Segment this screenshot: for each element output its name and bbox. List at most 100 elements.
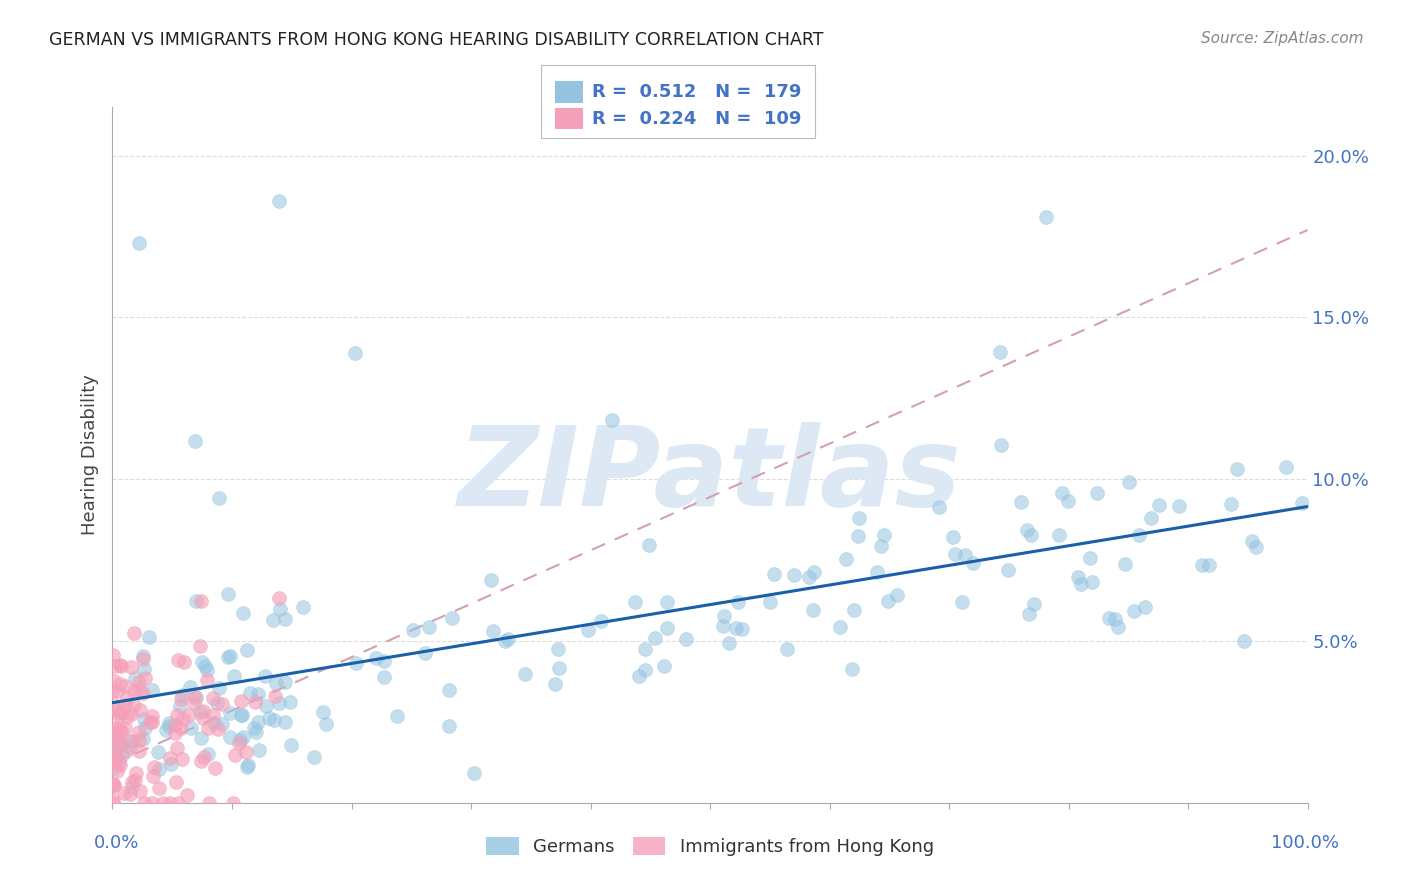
Point — [869, 539, 891, 553]
Point — [208, 681, 231, 695]
Point — [962, 556, 984, 570]
Point — [257, 711, 280, 725]
Point — [159, 796, 181, 810]
Point — [801, 603, 824, 617]
Point — [1219, 497, 1241, 511]
Point — [1191, 558, 1213, 572]
Point — [713, 608, 735, 623]
Point — [186, 594, 208, 608]
Point — [167, 796, 190, 810]
Point — [1017, 523, 1039, 537]
Point — [644, 631, 666, 645]
Point — [264, 689, 287, 703]
Point — [207, 696, 229, 710]
Point — [1233, 633, 1256, 648]
Point — [104, 751, 127, 765]
Text: R =  0.512   N =  179: R = 0.512 N = 179 — [592, 83, 801, 101]
Point — [103, 756, 125, 770]
Point — [197, 747, 219, 761]
Point — [846, 529, 869, 543]
Point — [155, 723, 177, 738]
Point — [479, 574, 502, 588]
Point — [1128, 528, 1150, 542]
Point — [1070, 577, 1092, 591]
Point — [797, 570, 820, 584]
Point — [141, 682, 163, 697]
Point — [169, 721, 191, 735]
Point — [103, 761, 125, 775]
Point — [373, 654, 395, 668]
Text: GERMAN VS IMMIGRANTS FROM HONG KONG HEARING DISABILITY CORRELATION CHART: GERMAN VS IMMIGRANTS FROM HONG KONG HEAR… — [49, 31, 824, 49]
Point — [111, 706, 134, 720]
Point — [247, 743, 270, 757]
Point — [1107, 619, 1129, 633]
Point — [219, 648, 242, 663]
Point — [104, 721, 127, 735]
Point — [243, 695, 266, 709]
Point — [544, 677, 567, 691]
Point — [211, 717, 233, 731]
Point — [195, 663, 218, 677]
Point — [169, 698, 191, 713]
Point — [141, 709, 163, 723]
Point — [1240, 533, 1263, 548]
Point — [236, 758, 259, 772]
Point — [191, 711, 214, 725]
Point — [105, 733, 128, 747]
Point — [131, 686, 153, 700]
Point — [269, 591, 291, 605]
Point — [128, 235, 150, 250]
Point — [110, 723, 132, 738]
Point — [886, 587, 908, 601]
Point — [515, 667, 537, 681]
Point — [103, 753, 125, 767]
Point — [193, 750, 215, 764]
Point — [235, 642, 257, 657]
Point — [121, 774, 143, 789]
Point — [105, 698, 128, 713]
Point — [125, 765, 148, 780]
Point — [148, 762, 170, 776]
Point — [274, 675, 297, 690]
Point — [402, 624, 425, 638]
Point — [1085, 486, 1108, 500]
Point — [1078, 551, 1101, 566]
Point — [103, 747, 125, 761]
Point — [624, 595, 647, 609]
Point — [990, 438, 1012, 452]
Point — [204, 761, 226, 775]
Y-axis label: Hearing Disability: Hearing Disability — [80, 375, 98, 535]
Point — [118, 787, 141, 801]
Point — [1133, 599, 1156, 614]
Point — [141, 796, 163, 810]
Point — [139, 715, 162, 730]
Point — [637, 538, 659, 552]
Point — [143, 760, 166, 774]
Point — [120, 660, 142, 674]
Point — [114, 721, 136, 735]
Point — [103, 730, 125, 744]
Point — [245, 724, 267, 739]
Point — [222, 669, 245, 683]
Point — [866, 565, 889, 579]
Point — [1198, 558, 1220, 572]
Point — [121, 780, 143, 794]
Point — [463, 765, 485, 780]
Point — [101, 777, 124, 791]
Point — [364, 651, 387, 665]
Point — [943, 547, 966, 561]
Point — [1104, 612, 1126, 626]
Point — [292, 599, 315, 614]
Point — [218, 706, 240, 720]
Point — [105, 740, 128, 755]
Point — [627, 669, 650, 683]
Point — [172, 712, 194, 726]
Point — [246, 715, 269, 730]
Point — [1010, 495, 1032, 509]
Point — [828, 619, 851, 633]
Point — [201, 691, 224, 706]
Point — [589, 614, 612, 628]
Point — [157, 716, 180, 731]
Point — [124, 625, 146, 640]
Point — [1021, 528, 1043, 542]
